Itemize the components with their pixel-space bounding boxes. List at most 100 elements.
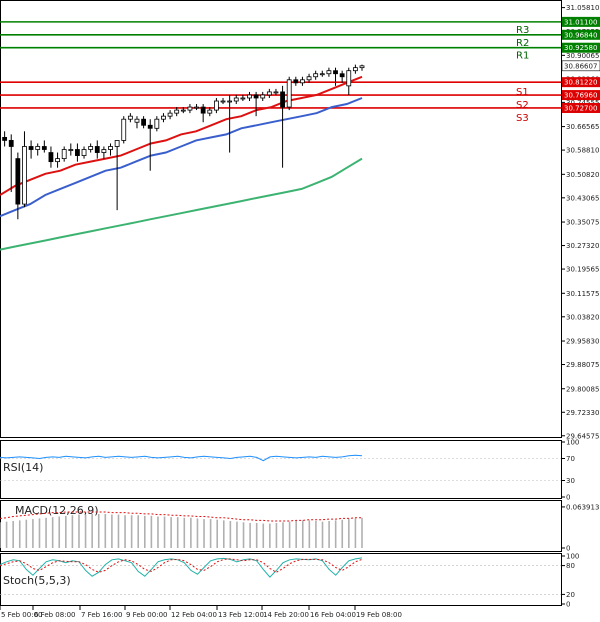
level-tag-label: 30.92580 — [564, 44, 597, 52]
y-tick-label: 0.063913 — [566, 503, 599, 511]
y-tick-label: 30.66565 — [566, 123, 599, 131]
candle-body — [15, 158, 21, 205]
candle-body — [94, 146, 100, 153]
y-tick-label: 29.80085 — [566, 385, 599, 393]
y-tick-label: 29.88075 — [566, 361, 599, 369]
level-name-r2: R2 — [516, 38, 529, 49]
x-tick-label: 9 Feb 00:00 — [126, 611, 167, 619]
y-tick-label: 30.90065 — [566, 52, 599, 60]
y-tick-label: 30.19565 — [566, 266, 599, 274]
stoch-title: Stoch(5,5,3) — [3, 574, 71, 587]
level-name-s1: S1 — [516, 87, 529, 98]
candle-body — [8, 140, 14, 147]
candle-body — [167, 112, 173, 117]
x-tick-label: 6 Feb 08:00 — [34, 611, 75, 619]
stoch-panel — [0, 553, 562, 606]
candle-body — [61, 149, 67, 160]
y-tick-label: 100 — [566, 439, 579, 447]
y-tick-label: 0 — [566, 545, 570, 553]
candle-body — [127, 115, 133, 120]
candle-body — [359, 65, 365, 69]
level-tag-r3 — [562, 16, 600, 27]
y-tick-label: 30.58810 — [566, 147, 599, 155]
candle-body — [22, 146, 27, 205]
candle-body — [240, 97, 246, 100]
x-tick-label: 14 Feb 20:00 — [263, 611, 309, 619]
rsi-title: RSI(14) — [3, 461, 43, 474]
candle-body — [306, 76, 312, 81]
macd-signal-line — [0, 511, 362, 522]
y-tick-label: 100 — [566, 553, 579, 561]
main-panel — [0, 0, 562, 438]
candle-body — [247, 94, 252, 99]
candle-body — [300, 79, 305, 84]
level-name-r1: R1 — [516, 51, 529, 62]
x-tick-label: 7 Feb 16:00 — [81, 611, 122, 619]
y-tick-label: 30 — [566, 477, 575, 485]
candle-body — [266, 91, 272, 96]
level-tag-s3 — [562, 102, 600, 113]
y-tick-label: 30.50820 — [566, 171, 599, 179]
level-tag-s2 — [562, 90, 600, 101]
ma-green-line — [0, 157, 363, 251]
candle-body — [174, 109, 180, 114]
candle-body — [108, 146, 113, 150]
candle-body — [154, 118, 160, 129]
rsi-line — [0, 454, 363, 462]
last-price-tag — [561, 60, 600, 72]
macd-title: MACD(12,26,9) — [15, 504, 99, 517]
candle-body — [293, 79, 299, 84]
candle-body — [346, 70, 352, 87]
y-tick-label: 30.74555 — [566, 99, 599, 107]
candle-body — [200, 106, 206, 114]
candle-body — [220, 100, 226, 103]
candle-body — [213, 100, 219, 111]
ma-red-line — [0, 75, 363, 196]
x-tick-label: 16 Feb 04:00 — [310, 611, 356, 619]
candle-body — [352, 67, 358, 72]
y-tick-label: 30.27320 — [566, 242, 599, 250]
candle-body — [273, 91, 279, 94]
y-tick-label: 20 — [566, 591, 575, 599]
candle-body — [253, 94, 259, 99]
candle-body — [81, 149, 87, 156]
candle-body — [319, 73, 325, 76]
y-tick-label: 30.35075 — [566, 219, 599, 227]
level-tag-r2 — [562, 29, 600, 40]
y-tick-label: 70 — [566, 455, 575, 463]
candle-body — [339, 73, 345, 78]
candle-body — [88, 146, 94, 150]
y-tick-label: 30.03820 — [566, 313, 599, 321]
candle-body — [75, 149, 80, 156]
candle-body — [180, 109, 186, 112]
candle-body — [68, 149, 74, 151]
level-tag-label: 30.81220 — [564, 79, 597, 87]
rsi-panel — [0, 440, 562, 499]
x-tick-label: 5 Feb 00:00 — [1, 611, 42, 619]
y-tick-label: 0 — [566, 601, 570, 609]
y-tick-label: 29.64575 — [566, 432, 599, 440]
level-name-r3: R3 — [516, 25, 529, 36]
y-tick-label: 30.43065 — [566, 194, 599, 202]
candle-body — [2, 136, 8, 141]
level-tag-label: 30.76960 — [564, 92, 597, 100]
candle-body — [333, 70, 338, 75]
candle-body — [48, 152, 54, 163]
y-tick-label: 0 — [566, 494, 570, 502]
candle-body — [187, 106, 193, 111]
level-tag-r1 — [562, 42, 600, 53]
x-tick-label: 12 Feb 04:00 — [171, 611, 217, 619]
y-tick-label: 29.72330 — [566, 409, 599, 417]
candle-body — [114, 140, 120, 147]
level-tag-label: 30.72700 — [564, 104, 597, 112]
ma-blue-line — [0, 97, 363, 218]
level-tag-s1 — [562, 77, 600, 88]
candle-body — [161, 115, 166, 120]
y-tick-label: 80 — [566, 562, 575, 570]
candle-body — [280, 91, 285, 108]
candle-body — [326, 70, 332, 75]
level-tag-label: 31.01100 — [564, 18, 597, 26]
level-name-s2: S2 — [516, 100, 529, 111]
candle-body — [41, 146, 47, 150]
